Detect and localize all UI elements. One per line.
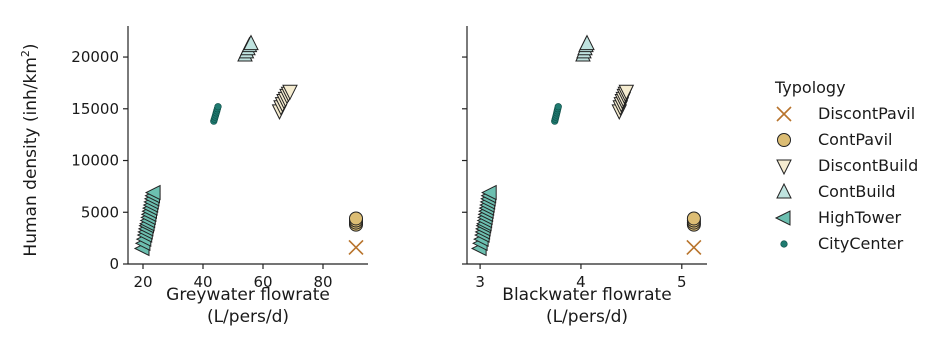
x-tick-label: 3: [475, 273, 485, 291]
x-tick-label: 20: [133, 273, 152, 291]
series-discontpavil: [686, 239, 702, 256]
legend-marker-citycenter: [780, 240, 788, 248]
series-contbuild: [237, 34, 259, 62]
series-hightower: [470, 184, 497, 257]
series-contbuild: [575, 34, 595, 62]
x-axis-label: Greywater flowrate: [166, 285, 330, 305]
series-discontbuild: [271, 84, 298, 120]
x-tick-label: 5: [677, 273, 687, 291]
legend-title: Typology: [774, 78, 846, 97]
legend-label-citycenter: CityCenter: [818, 234, 904, 253]
y-tick-label: 15000: [71, 100, 119, 118]
y-tick-label: 0: [109, 255, 119, 273]
point-contpavil: [349, 211, 363, 226]
point-discontpavil: [348, 239, 364, 256]
x-axis-label: Blackwater flowrate: [502, 285, 671, 305]
point-contpavil: [686, 211, 701, 226]
x-tick-label: 80: [313, 273, 332, 291]
point-citycenter: [554, 103, 562, 111]
y-axis-label: Human density (inh/km2): [19, 43, 41, 256]
legend: Typology DiscontPavil ContPavil DiscontBuil…: [774, 78, 918, 253]
series-citycenter: [551, 103, 562, 125]
legend-label-discontpavil: DiscontPavil: [818, 104, 915, 123]
legend-marker-discontbuild: [776, 159, 792, 176]
x-axis-label: (L/pers/d): [546, 307, 628, 327]
legend-marker-hightower: [774, 210, 791, 226]
panel-blackwater: 3 4 5 Blackwater flowrate(L/pers/d): [462, 26, 707, 327]
legend-marker-contbuild: [776, 182, 792, 199]
point-citycenter: [214, 103, 222, 111]
point-contbuild: [579, 34, 595, 51]
series-citycenter: [210, 103, 222, 125]
series-contpavil: [349, 211, 363, 232]
legend-marker-contpavil: [777, 133, 791, 147]
series-discontbuild: [611, 84, 635, 120]
y-tick-label: 20000: [71, 48, 119, 66]
point-discontbuild: [282, 84, 298, 101]
point-hightower: [481, 184, 497, 201]
series-contpavil: [686, 211, 701, 232]
x-tick-label: 4: [576, 273, 586, 291]
x-axis-label: (L/pers/d): [207, 307, 289, 327]
point-contbuild: [243, 34, 259, 51]
point-discontbuild: [618, 84, 635, 101]
legend-marker-discontpavil: [776, 106, 792, 122]
point-hightower: [144, 184, 161, 201]
legend-label-contbuild: ContBuild: [818, 182, 896, 201]
series-hightower: [133, 184, 161, 257]
x-tick-label: 40: [193, 273, 212, 291]
x-tick-label: 60: [253, 273, 272, 291]
series-discontpavil: [348, 239, 364, 256]
point-discontpavil: [686, 239, 702, 256]
y-tick-label: 10000: [71, 152, 119, 170]
legend-label-contpavil: ContPavil: [818, 130, 892, 149]
legend-label-hightower: HighTower: [818, 208, 902, 227]
legend-label-discontbuild: DiscontBuild: [818, 156, 918, 175]
y-tick-label: 5000: [81, 203, 119, 221]
